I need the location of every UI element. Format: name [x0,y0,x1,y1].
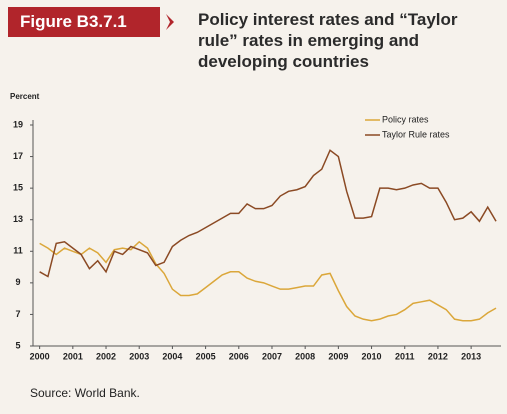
y-axis-label: Percent [10,92,40,101]
y-tick-label: 13 [13,214,23,224]
x-tick-label: 2008 [295,351,315,361]
x-tick-label: 2006 [229,351,249,361]
x-tick-label: 2000 [30,351,50,361]
x-tick-label: 2004 [162,351,182,361]
x-tick-label: 2012 [428,351,448,361]
legend-label: Policy rates [382,114,429,124]
x-tick-label: 2013 [461,351,481,361]
arrow [166,14,174,30]
x-tick-label: 2002 [96,351,116,361]
source: Source: World Bank. [30,386,140,400]
y-tick-label: 19 [13,119,23,129]
y-tick-label: 7 [15,309,20,319]
x-tick-label: 2001 [63,351,83,361]
x-tick-label: 2005 [196,351,216,361]
y-tick-label: 11 [13,246,23,256]
x-tick-label: 2010 [362,351,382,361]
legend-label: Taylor Rule rates [382,129,450,139]
y-tick-label: 17 [13,151,23,161]
x-tick-label: 2009 [328,351,348,361]
x-tick-label: 2011 [395,351,415,361]
series-line [39,149,497,278]
y-tick-label: 5 [15,340,20,350]
y-tick-label: 9 [15,277,20,287]
figure-label: Figure B3.7.1 [8,7,160,37]
x-tick-label: 2003 [129,351,149,361]
chart-title: Policy interest rates and “Taylor rule” … [198,10,458,71]
series-line [39,240,497,322]
y-tick-label: 15 [13,183,23,193]
x-tick-label: 2007 [262,351,282,361]
